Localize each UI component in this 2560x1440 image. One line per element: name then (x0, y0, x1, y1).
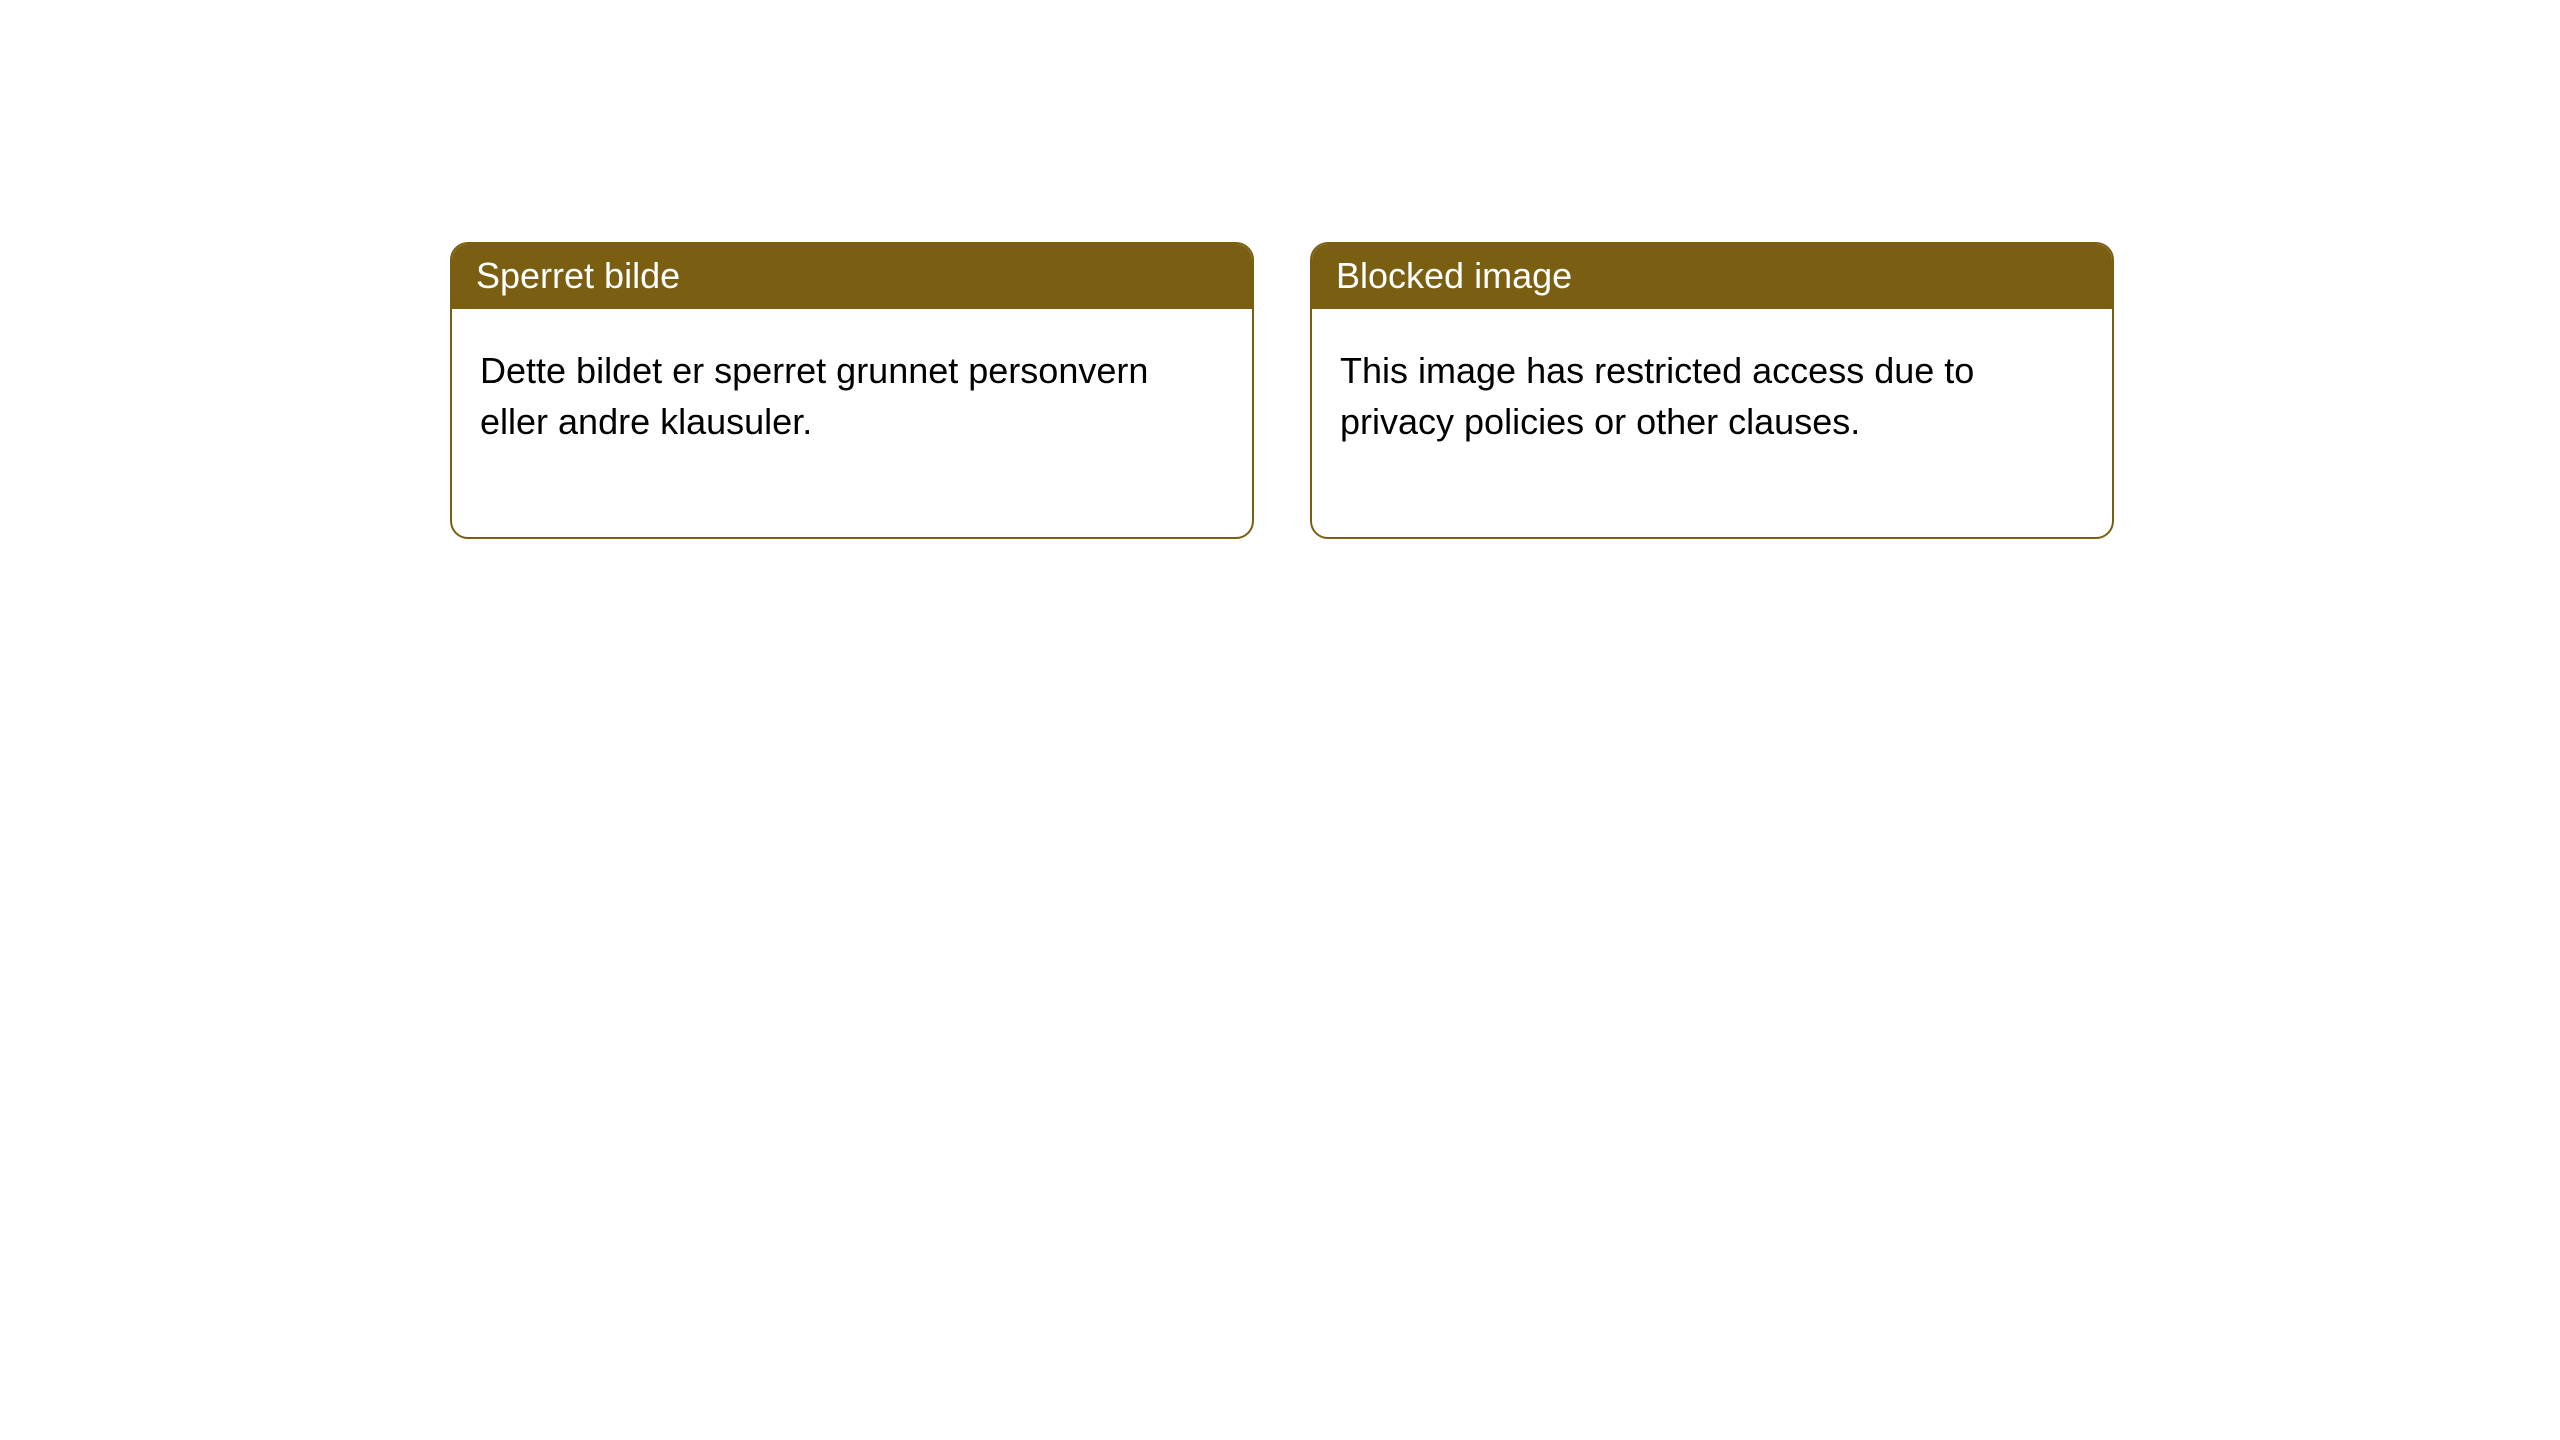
notice-container: Sperret bilde Dette bildet er sperret gr… (0, 0, 2560, 539)
notice-body-text: Dette bildet er sperret grunnet personve… (452, 309, 1252, 537)
notice-title: Sperret bilde (452, 244, 1252, 309)
notice-card-english: Blocked image This image has restricted … (1310, 242, 2114, 539)
notice-body-text: This image has restricted access due to … (1312, 309, 2112, 537)
notice-title: Blocked image (1312, 244, 2112, 309)
notice-card-norwegian: Sperret bilde Dette bildet er sperret gr… (450, 242, 1254, 539)
